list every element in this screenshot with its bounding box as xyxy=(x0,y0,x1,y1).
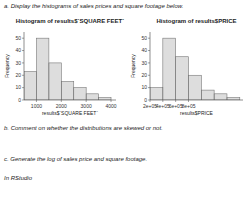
figure: a. Display the histograms of sales price… xyxy=(0,0,250,200)
histogram-bar xyxy=(49,63,61,100)
x-tick-label: 8e+05 xyxy=(181,103,195,109)
histogram-bar xyxy=(214,94,227,100)
y-tick xyxy=(22,100,24,101)
x-axis-line xyxy=(24,100,116,101)
histogram-bar xyxy=(86,94,98,100)
y-tick-label: 40 xyxy=(141,47,147,53)
histogram-bar xyxy=(150,88,163,100)
y-tick-label: 20 xyxy=(141,72,147,78)
x-tick-label: 2000 xyxy=(56,103,67,109)
x-tick-label: 4000 xyxy=(105,103,116,109)
y-tick-label: 30 xyxy=(15,60,21,66)
chart-title: Histogram of results$PRICE xyxy=(156,18,236,24)
histogram-bar xyxy=(74,88,86,100)
y-tick-label: 0 xyxy=(144,97,147,103)
bars xyxy=(24,38,111,100)
y-tick xyxy=(22,87,24,88)
y-tick xyxy=(148,38,150,39)
y-tick xyxy=(148,100,150,101)
histogram-bar xyxy=(24,72,36,100)
y-tick xyxy=(22,75,24,76)
histogram-bar xyxy=(163,38,176,100)
header-text: a. Display the histograms of sales price… xyxy=(4,3,183,9)
y-tick-label: 50 xyxy=(15,35,21,41)
y-tick xyxy=(148,87,150,88)
x-axis-line xyxy=(150,100,243,101)
y-tick-label: 20 xyxy=(15,72,21,78)
histogram-bar xyxy=(227,98,240,100)
histogram-bar xyxy=(201,90,214,100)
y-tick xyxy=(22,62,24,63)
y-tick xyxy=(148,62,150,63)
chart-title: Histogram of results$`SQUARE FEET` xyxy=(16,18,124,24)
histogram-bar xyxy=(188,75,201,100)
y-tick xyxy=(148,75,150,76)
chart: Histogram of results$`SQUARE FEET` 1000 20… xyxy=(4,18,124,116)
x-tick-label: 3000 xyxy=(81,103,92,109)
histogram-bar xyxy=(176,57,189,100)
histogram-bar xyxy=(36,38,48,100)
histogram-bar xyxy=(61,81,73,100)
y-axis-label: Frequency xyxy=(4,54,10,78)
y-axis-label: Frequency xyxy=(130,54,136,78)
x-axis-label: results$`SQUARE FEET` xyxy=(42,110,98,116)
footer-text: In RStudio xyxy=(4,175,33,181)
y-axis-line xyxy=(150,32,151,100)
y-tick-label: 30 xyxy=(141,60,147,66)
y-tick-label: 40 xyxy=(15,47,21,53)
y-tick xyxy=(22,38,24,39)
y-tick xyxy=(22,50,24,51)
x-axis-label: results$PRICE xyxy=(180,110,213,116)
x-tick-label: 1000 xyxy=(31,103,42,109)
chart: Histogram of results$PRICE2e+054e+056e+0… xyxy=(130,18,243,116)
histogram-bar xyxy=(99,98,111,100)
footer-text: c. Generate the log of sales price and s… xyxy=(4,156,147,162)
y-axis-line xyxy=(24,32,25,100)
y-tick-label: 0 xyxy=(18,97,21,103)
footer-text: b. Comment on whether the distributions … xyxy=(4,125,163,131)
y-tick-label: 10 xyxy=(15,84,21,90)
background xyxy=(0,0,250,200)
y-tick-label: 50 xyxy=(141,35,147,41)
y-tick xyxy=(148,50,150,51)
y-tick-label: 10 xyxy=(141,84,147,90)
bars xyxy=(150,38,240,100)
